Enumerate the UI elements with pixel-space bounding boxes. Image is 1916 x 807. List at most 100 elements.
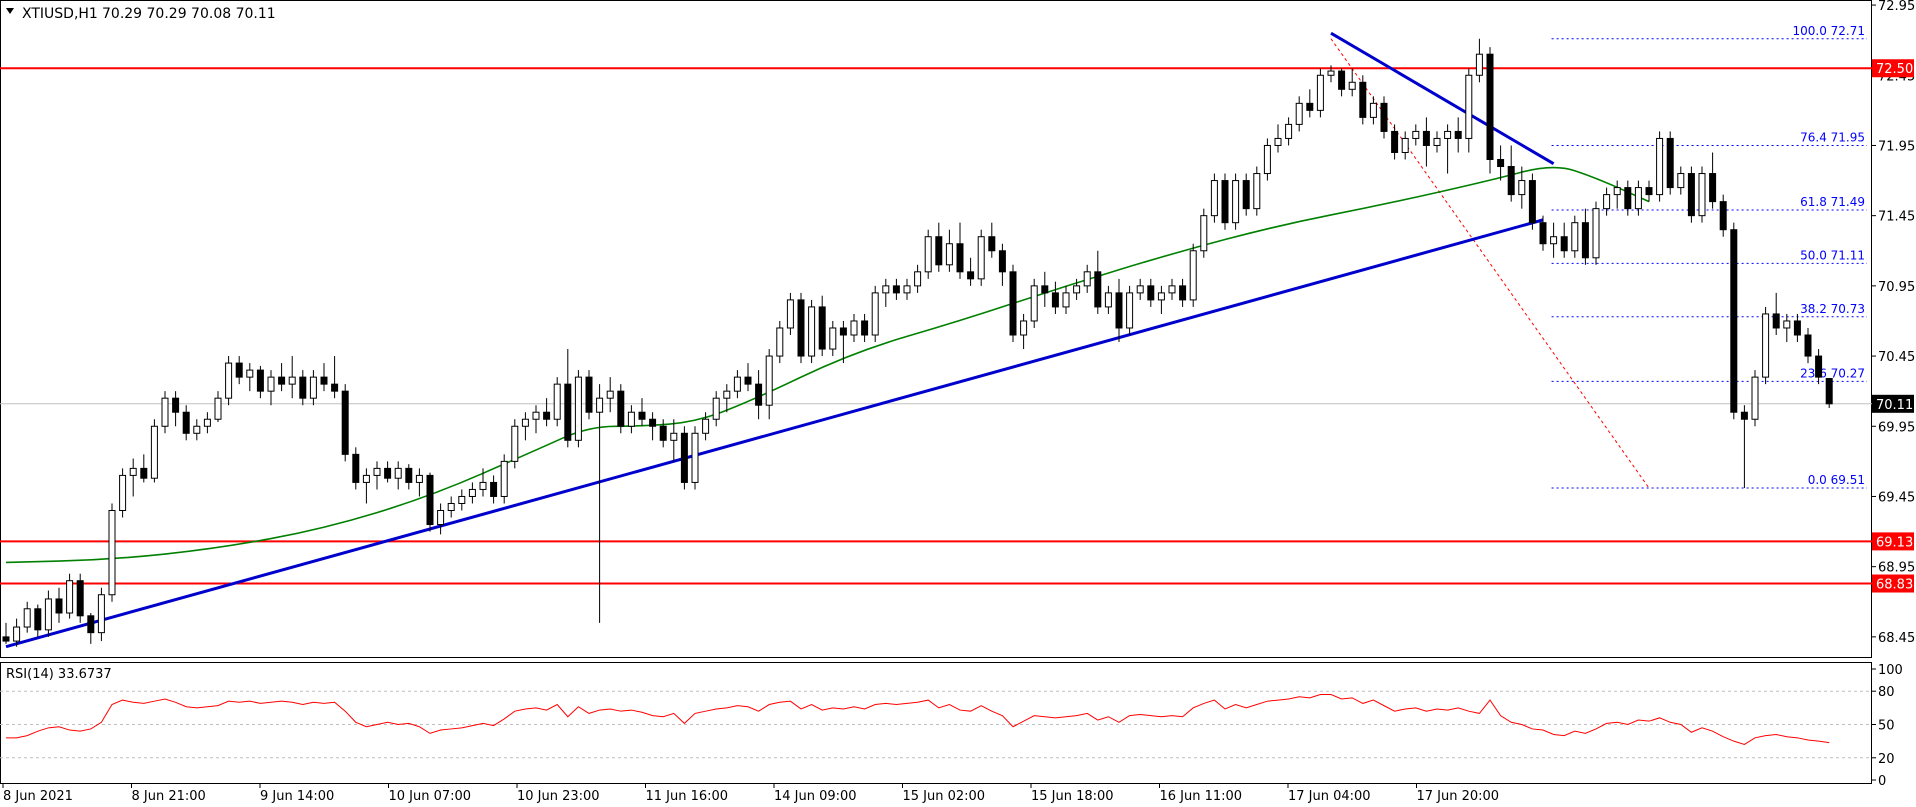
current-price-badge xyxy=(1872,394,1914,413)
candle-body-bear xyxy=(384,467,392,479)
candle-body-bear xyxy=(543,411,551,420)
candle-body-bear xyxy=(1497,159,1505,168)
candle-body-bull xyxy=(1762,313,1770,378)
candle-body-bear xyxy=(956,243,964,273)
candle-body-bear xyxy=(55,598,63,614)
candle-body-bull xyxy=(532,411,540,420)
ohlc-readout: 70.29 70.29 70.08 70.11 xyxy=(102,6,276,22)
candle-body-bear xyxy=(1242,180,1250,210)
candle-body-bull xyxy=(23,608,31,628)
candle-body-bull xyxy=(150,425,158,479)
price-tick-label: 69.45 xyxy=(1878,490,1915,505)
candle-body-bear xyxy=(967,271,975,280)
candle-body-bull xyxy=(1030,285,1038,322)
candle-body-bear xyxy=(680,432,688,483)
candle-body-bull xyxy=(66,580,74,614)
candle-body-bear xyxy=(1666,137,1674,189)
price-tick-label: 72.95 xyxy=(1878,0,1915,14)
time-tick-label: 9 Jun 14:00 xyxy=(260,789,334,804)
candle-body-bear xyxy=(299,376,307,399)
candle-body-bear xyxy=(1221,180,1229,224)
candle-body-bear xyxy=(182,411,190,434)
candle-body-bull xyxy=(670,432,678,441)
rsi-tick-label: 100 xyxy=(1878,663,1903,678)
candle-body-bull xyxy=(1475,53,1483,76)
candle-body-bull xyxy=(500,460,508,497)
time-tick-label: 15 Jun 18:00 xyxy=(1031,789,1114,804)
candle-body-bull xyxy=(1316,74,1324,111)
candle-body-bull xyxy=(437,510,445,526)
candle-body-bull xyxy=(203,418,211,427)
candle-body-bear xyxy=(1338,70,1346,90)
candle-body-bear xyxy=(1804,334,1812,357)
candle-body-bull xyxy=(702,418,710,434)
candle-body-bear xyxy=(861,320,869,336)
candle-body-bull xyxy=(914,271,922,287)
collapse-triangle-icon[interactable] xyxy=(6,8,14,14)
rsi-tick-label: 20 xyxy=(1878,752,1895,767)
candle-body-bull xyxy=(394,467,402,479)
candle-body-bear xyxy=(490,481,498,497)
candle-body-bull xyxy=(479,481,487,490)
fib-level-label: 61.8 71.49 xyxy=(1800,195,1865,209)
candle-body-bear xyxy=(1528,180,1536,224)
candle-body-bear xyxy=(1115,292,1123,329)
candle-body-bear xyxy=(1454,130,1462,139)
moving-average-line xyxy=(5,166,1650,564)
candle-body-bear xyxy=(744,376,752,385)
price-tick-label: 68.45 xyxy=(1878,631,1915,646)
candle-body-bull xyxy=(574,376,582,441)
candle-body-bear xyxy=(617,390,625,427)
fib-level-label: 100.0 72.71 xyxy=(1792,24,1865,38)
candle-body-bull xyxy=(267,376,275,392)
candle-body-bear xyxy=(256,369,264,392)
candle-body-bull xyxy=(1232,180,1240,224)
candle-body-bear xyxy=(172,397,180,413)
price-tick-label: 69.95 xyxy=(1878,420,1915,435)
price-tick-label: 71.45 xyxy=(1878,210,1915,225)
candle-body-bear xyxy=(649,418,657,427)
candle-body-bull xyxy=(1263,144,1271,175)
candle-body-bear xyxy=(839,327,847,336)
trendlines xyxy=(5,31,1555,649)
price-level-badge xyxy=(1872,59,1914,78)
candle-body-bear xyxy=(998,250,1006,273)
candle-body-bull xyxy=(977,236,985,280)
price-tick-label: 70.95 xyxy=(1878,280,1915,295)
candle-body-bear xyxy=(1009,271,1017,336)
candle-body-bull xyxy=(1550,236,1558,245)
rsi-label: RSI(14) 33.6737 xyxy=(6,667,112,682)
price-level-badge-label: 69.13 xyxy=(1876,535,1913,550)
candle-body-bear xyxy=(935,236,943,266)
candle-body-bull xyxy=(786,299,794,329)
candle-body-bear xyxy=(1815,355,1823,378)
candle-body-bull xyxy=(606,390,614,399)
candle-body-bear xyxy=(797,299,805,357)
candle-body-bull xyxy=(903,285,911,294)
candle-body-bear xyxy=(1539,222,1547,245)
time-tick-label: 8 Jun 21:00 xyxy=(132,789,206,804)
time-tick-label: 10 Jun 23:00 xyxy=(517,789,600,804)
candle-body-bull xyxy=(225,362,233,399)
candle-body-bull xyxy=(776,327,784,357)
candle-body-bull xyxy=(1433,137,1441,146)
rsi-line xyxy=(6,694,1830,746)
candle-body-bull xyxy=(765,355,773,406)
candle-body-bull xyxy=(1083,271,1091,287)
price-level-badge-label: 68.83 xyxy=(1876,578,1913,593)
candle-body-bull xyxy=(1253,173,1261,210)
candle-body-bull xyxy=(808,306,816,357)
rsi-tick-label: 0 xyxy=(1878,774,1886,789)
candle-body-bull xyxy=(193,425,201,434)
rsi-tick-label: 80 xyxy=(1878,685,1895,700)
time-tick-label: 17 Jun 20:00 xyxy=(1417,789,1500,804)
candle-body-bear xyxy=(1687,173,1695,217)
candle-body-bull xyxy=(1444,130,1452,139)
time-tick-label: 8 Jun 2021 xyxy=(3,789,73,804)
candle-body-bear xyxy=(76,580,84,617)
candle-body-bull xyxy=(1126,292,1134,329)
candle-body-bull xyxy=(1104,292,1112,308)
candle-body-bull xyxy=(1518,180,1526,196)
candle-body-bear xyxy=(585,376,593,413)
candle-body-bull xyxy=(1327,70,1335,76)
